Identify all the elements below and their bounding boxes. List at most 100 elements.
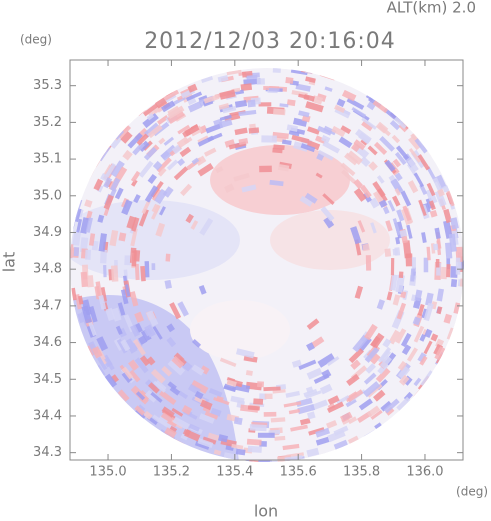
radar-echo (231, 443, 244, 450)
radar-echo (273, 144, 285, 151)
radar-echo (283, 401, 302, 408)
radar-echo (384, 248, 392, 257)
radar-echo (320, 206, 335, 222)
radar-echo (96, 336, 109, 352)
y-unit: (deg) (20, 33, 52, 47)
radar-echo (199, 217, 214, 236)
radar-echo (397, 360, 408, 371)
radar-echo (124, 338, 138, 354)
radar-echo (435, 258, 440, 268)
radar-echo (84, 199, 93, 208)
radar-echo (146, 113, 155, 121)
radar-echo (396, 302, 407, 320)
radar-echo (380, 400, 392, 412)
radar-echo (379, 355, 392, 369)
radar-echo (345, 398, 357, 408)
radar-echo (310, 399, 329, 411)
radar-echo (187, 101, 203, 113)
radar-echo (315, 172, 323, 179)
radar-echo (185, 91, 203, 102)
radar-echo (385, 406, 395, 416)
radar-echo (143, 122, 161, 138)
radar-echo (259, 165, 272, 173)
radar-echo (420, 370, 434, 387)
radar-echo (176, 136, 190, 149)
radar-echo (120, 339, 131, 352)
radar-echo (166, 336, 177, 348)
radar-echo (364, 347, 380, 363)
radar-echo (238, 109, 257, 117)
radar-echo (144, 185, 159, 203)
radar-echo (322, 193, 335, 206)
radar-echo (376, 175, 385, 184)
radar-echo (133, 408, 146, 421)
radar-echo (97, 356, 108, 371)
radar-echo (298, 110, 310, 118)
radar-echo (375, 367, 391, 383)
radar-echo (171, 144, 182, 155)
radar-echo (138, 208, 149, 227)
radar-echo (305, 101, 324, 113)
radar-echo (350, 142, 361, 153)
radar-echo (424, 328, 433, 339)
radar-echo (198, 284, 207, 295)
y-tick-label: 35.0 (33, 188, 62, 203)
radar-echo (171, 355, 185, 369)
radar-echo (263, 411, 277, 417)
radar-echo (77, 312, 86, 324)
radar-echo (437, 188, 445, 197)
radar-echo (158, 137, 166, 145)
radar-echo (121, 371, 133, 383)
radar-echo (105, 163, 116, 178)
radar-echo (370, 222, 377, 234)
radar-echo (246, 438, 262, 446)
radar-echo (446, 264, 451, 278)
radar-echo (126, 215, 137, 230)
radar-echo (177, 390, 189, 400)
radar-image (70, 68, 464, 462)
radar-echo (224, 183, 235, 193)
radar-echo (88, 322, 97, 337)
radar-echo (247, 405, 260, 411)
radar-echo (351, 106, 367, 118)
radar-echo (388, 329, 401, 345)
radar-echo (72, 231, 81, 246)
radar-echo (346, 373, 360, 386)
radar-echo (164, 279, 172, 289)
radar-echo (426, 246, 431, 261)
radar-echo (390, 258, 395, 276)
radar-echo (129, 291, 139, 307)
radar-echo (336, 98, 346, 108)
radar-echo (144, 324, 156, 338)
radar-echo (117, 389, 130, 402)
radar-echo (191, 157, 200, 165)
radar-echo (324, 86, 333, 92)
radar-echo (392, 218, 401, 236)
radar-echo (317, 149, 334, 161)
radar-echo (428, 200, 436, 211)
radar-echo (358, 132, 372, 145)
radar-echo (201, 76, 214, 83)
radar-echo (392, 248, 398, 256)
radar-echo (191, 364, 205, 376)
radar-echo (195, 155, 207, 166)
x-tick-label: 135.4 (216, 465, 253, 480)
radar-echo (109, 135, 122, 149)
radar-echo (257, 432, 275, 438)
radar-echo (423, 340, 433, 355)
y-tick-label: 34.7 (33, 298, 62, 313)
radar-echo (143, 410, 153, 420)
radar-echo (105, 307, 116, 322)
radar-echo (215, 166, 224, 174)
radar-echo (392, 294, 401, 306)
radar-echo (395, 274, 405, 293)
radar-echo (110, 160, 125, 178)
radar-echo (340, 125, 352, 135)
radar-echo (162, 186, 174, 198)
chart-title: 2012/12/03 20:16:04 (144, 29, 396, 54)
radar-echo (413, 377, 422, 387)
radar-echo (132, 142, 145, 156)
radar-echo (78, 295, 84, 305)
radar-echo (177, 124, 191, 135)
radar-echo (361, 119, 374, 132)
